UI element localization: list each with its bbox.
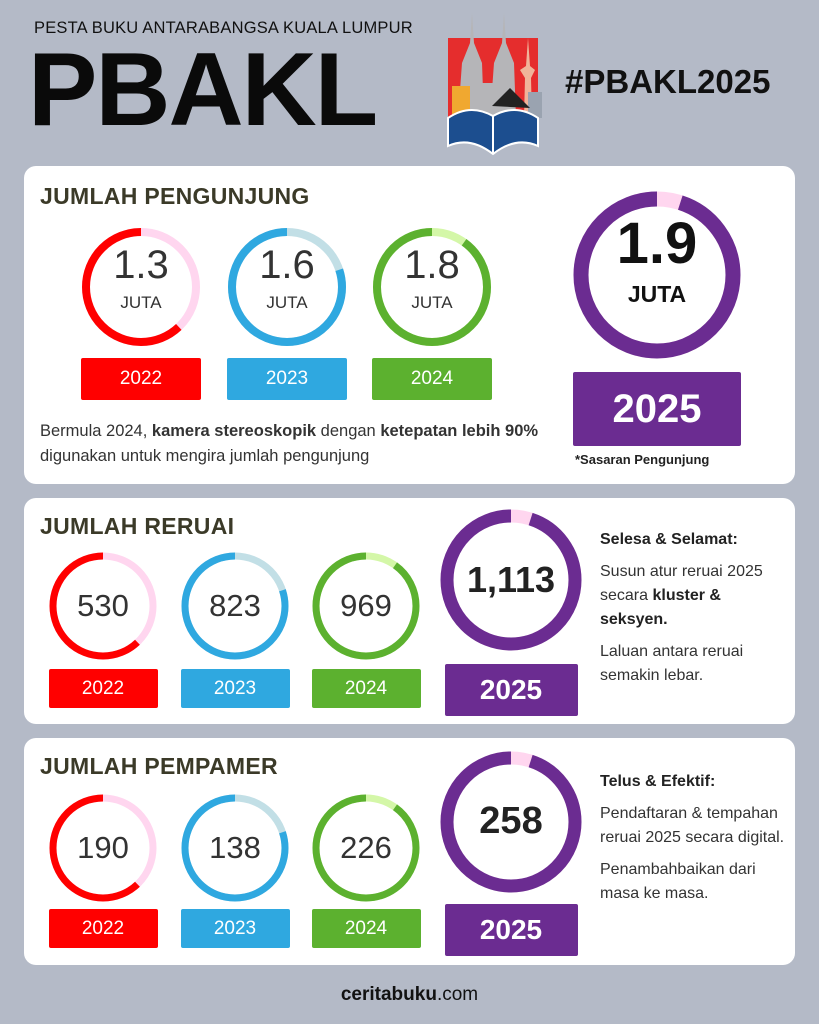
year-pill-2023: 2023 — [180, 669, 290, 708]
target-value: 1.9 — [616, 211, 698, 276]
ring-value: 969 — [340, 588, 392, 623]
ring-2022: 1.3 JUTA — [78, 224, 204, 350]
year-pill-2024: 2024 — [311, 909, 421, 948]
ring-value: 1.3 — [113, 243, 169, 287]
ring-value: 138 — [209, 830, 261, 865]
year-pill-2025: 2025 — [444, 664, 578, 716]
ring-progress — [49, 552, 157, 660]
ring-2023: 1.6 JUTA — [224, 224, 350, 350]
ring-2023: 138 — [178, 791, 292, 905]
target-note: *Sasaran Pengunjung — [575, 452, 710, 467]
visitors-card: JUMLAH PENGUNJUNG 1.3 JUTA 2022 1.6 JUTA 202… — [24, 166, 795, 484]
booths-card: JUMLAH RERUAI 530 2022 823 2023 969 2024 1,… — [24, 498, 795, 724]
year-pill-2024: 2024 — [372, 358, 492, 400]
brand-title: PBAKL — [28, 32, 378, 148]
exhibitors-side-text: Telus & Efektif: Pendaftaran & tempahan … — [600, 770, 790, 906]
ring-progress — [573, 191, 741, 359]
ring-value: 1.6 — [259, 243, 315, 287]
ring-progress — [181, 552, 289, 660]
year-pill-2025: 2025 — [573, 372, 741, 446]
desc-bold: kamera stereoskopik — [151, 422, 317, 440]
side-heading: Selesa & Selamat: — [600, 531, 738, 548]
footer-site-rest: .com — [436, 984, 479, 1005]
ring-2025: 258 — [434, 745, 588, 899]
desc-text: dengan — [316, 422, 381, 440]
visitors-title: JUMLAH PENGUNJUNG — [40, 183, 310, 209]
target-value: 1,113 — [466, 559, 556, 601]
ring-2025: 1.9 JUTA — [566, 184, 748, 366]
year-pill-2022: 2022 — [48, 669, 158, 708]
ring-value: 190 — [77, 830, 129, 865]
ring-progress — [312, 552, 420, 660]
ring-progress — [373, 228, 491, 346]
ring-unit: JUTA — [411, 293, 453, 312]
year-pill-2022: 2022 — [48, 909, 158, 948]
ring-progress — [228, 228, 346, 346]
ring-2024: 969 — [309, 549, 423, 663]
ring-value: 530 — [77, 588, 129, 623]
side-text: Pendaftaran & tempahan reruai 2025 secar… — [600, 805, 785, 846]
ring-2024: 1.8 JUTA — [369, 224, 495, 350]
ring-progress — [440, 509, 582, 651]
booths-side-text: Selesa & Selamat: Susun atur reruai 2025… — [600, 528, 790, 688]
year-pill-2022: 2022 — [81, 358, 201, 400]
year-pill-2023: 2023 — [227, 358, 347, 400]
ring-2022: 190 — [46, 791, 160, 905]
target-value: 258 — [479, 800, 543, 843]
visitors-description: Bermula 2024, kamera stereoskopik dengan… — [40, 419, 565, 469]
year-pill-2023: 2023 — [180, 909, 290, 948]
exhibitors-title: JUMLAH PEMPAMER — [40, 753, 278, 779]
ring-progress — [49, 794, 157, 902]
side-text: Laluan antara reruai semakin lebar. — [600, 643, 744, 684]
side-text: Susun atur reruai 2025 secara — [600, 563, 763, 604]
target-unit: JUTA — [627, 281, 687, 307]
side-heading: Telus & Efektif: — [600, 773, 716, 790]
desc-text: digunakan untuk mengira jumlah pengunjun… — [40, 447, 370, 465]
pbakl-logo — [440, 8, 546, 158]
year-pill-2024: 2024 — [311, 669, 421, 708]
booths-title: JUMLAH RERUAI — [40, 513, 235, 539]
ring-value: 1.8 — [404, 243, 460, 287]
ring-value: 823 — [209, 588, 261, 623]
ring-2023: 823 — [178, 549, 292, 663]
ring-2025: 1,113 — [434, 503, 588, 657]
ring-value: 226 — [340, 830, 392, 865]
ring-progress — [181, 794, 289, 902]
ring-unit: JUTA — [266, 293, 308, 312]
ring-progress — [312, 794, 420, 902]
footer-site-bold: ceritabuku — [340, 984, 437, 1005]
ring-2024: 226 — [309, 791, 423, 905]
desc-text: Bermula 2024, — [40, 422, 152, 440]
footer-site: ceritabuku.com — [0, 983, 819, 1007]
ring-progress — [82, 228, 200, 346]
ring-progress — [440, 751, 582, 893]
exhibitors-card: JUMLAH PEMPAMER 190 2022 138 2023 226 2024 … — [24, 738, 795, 965]
side-bold: kluster & seksyen. — [600, 587, 721, 628]
hashtag: #PBAKL2025 — [565, 63, 771, 100]
ring-unit: JUTA — [120, 293, 162, 312]
desc-bold: ketepatan lebih 90% — [380, 422, 539, 440]
year-pill-2025: 2025 — [444, 904, 578, 956]
side-text: Penambahbaikan dari masa ke masa. — [600, 861, 756, 902]
ring-2022: 530 — [46, 549, 160, 663]
event-subtitle: PESTA BUKU ANTARABANGSA KUALA LUMPUR — [34, 19, 413, 37]
